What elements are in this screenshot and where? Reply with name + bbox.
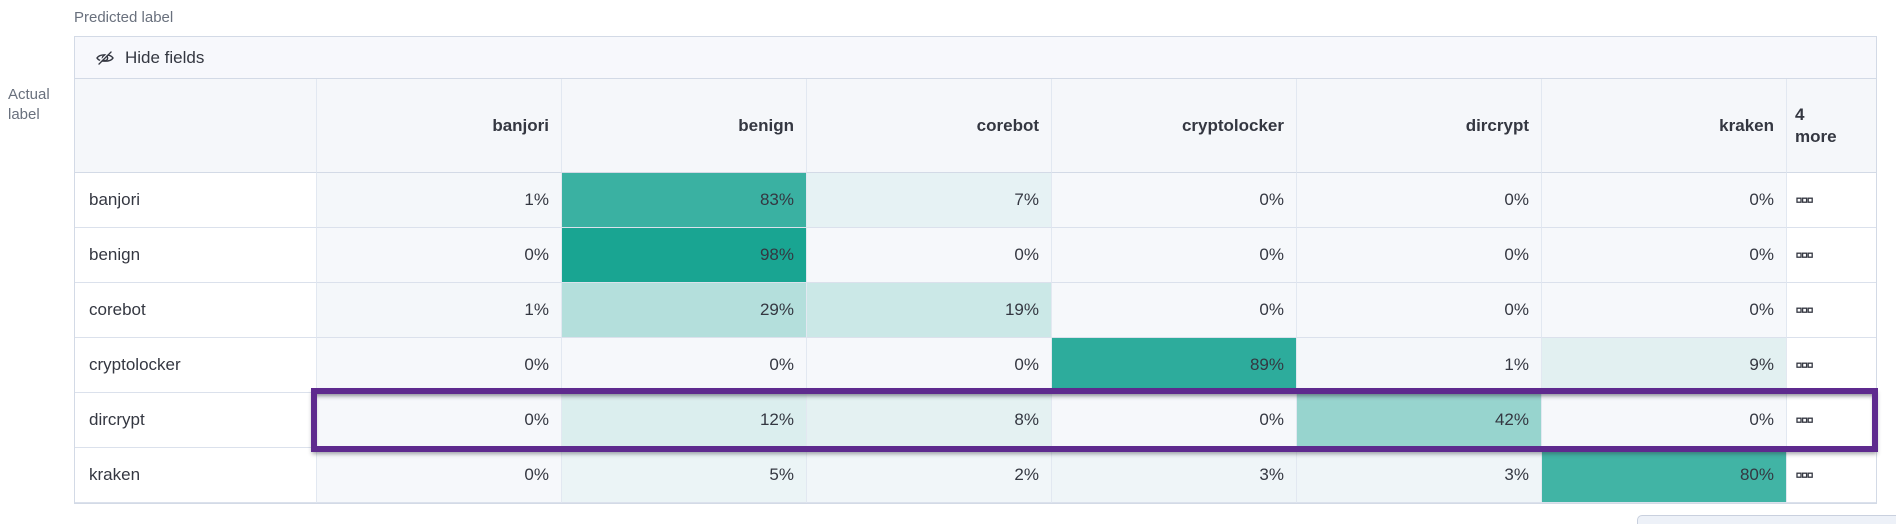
boxes-horizontal-icon bbox=[1796, 197, 1813, 204]
eye-closed-icon bbox=[95, 48, 115, 68]
row-more-actions-dircrypt[interactable] bbox=[1786, 393, 1876, 448]
row-more-actions-benign[interactable] bbox=[1786, 228, 1876, 283]
row-more-actions-cryptolocker[interactable] bbox=[1786, 338, 1876, 393]
matrix-cell-cryptolocker-cryptolocker[interactable]: 89% bbox=[1051, 338, 1296, 393]
boxes-horizontal-icon bbox=[1796, 472, 1813, 479]
confusion-matrix-panel: Hide fields banjori benign corebot cryptolo… bbox=[74, 36, 1878, 504]
row-label-banjori[interactable]: banjori bbox=[75, 173, 316, 228]
matrix-cell-benign-benign[interactable]: 98% bbox=[561, 228, 806, 283]
matrix-cell-dircrypt-cryptolocker[interactable]: 0% bbox=[1051, 393, 1296, 448]
matrix-cell-dircrypt-dircrypt[interactable]: 42% bbox=[1296, 393, 1541, 448]
boxes-horizontal-icon bbox=[1796, 362, 1813, 369]
matrix-cell-benign-banjori[interactable]: 0% bbox=[316, 228, 561, 283]
matrix-cell-kraken-dircrypt[interactable]: 3% bbox=[1296, 448, 1541, 503]
matrix-cell-cryptolocker-corebot[interactable]: 0% bbox=[806, 338, 1051, 393]
matrix-cell-corebot-benign[interactable]: 29% bbox=[561, 283, 806, 338]
matrix-toolbar: Hide fields bbox=[75, 37, 1876, 79]
matrix-cell-cryptolocker-benign[interactable]: 0% bbox=[561, 338, 806, 393]
matrix-cell-banjori-cryptolocker[interactable]: 0% bbox=[1051, 173, 1296, 228]
hide-fields-label: Hide fields bbox=[125, 47, 205, 67]
matrix-cell-benign-corebot[interactable]: 0% bbox=[806, 228, 1051, 283]
matrix-cell-dircrypt-banjori[interactable]: 0% bbox=[316, 393, 561, 448]
matrix-cell-banjori-kraken[interactable]: 0% bbox=[1541, 173, 1786, 228]
matrix-cell-kraken-corebot[interactable]: 2% bbox=[806, 448, 1051, 503]
matrix-cell-kraken-kraken[interactable]: 80% bbox=[1541, 448, 1786, 503]
row-label-cryptolocker[interactable]: cryptolocker bbox=[75, 338, 316, 393]
row-label-kraken[interactable]: kraken bbox=[75, 448, 316, 503]
column-header-benign[interactable]: benign bbox=[561, 79, 806, 173]
column-header-more[interactable]: 4 more bbox=[1786, 79, 1876, 173]
matrix-cell-cryptolocker-kraken[interactable]: 9% bbox=[1541, 338, 1786, 393]
matrix-cell-kraken-cryptolocker[interactable]: 3% bbox=[1051, 448, 1296, 503]
column-header-cryptolocker[interactable]: cryptolocker bbox=[1051, 79, 1296, 173]
matrix-cell-corebot-corebot[interactable]: 19% bbox=[806, 283, 1051, 338]
matrix-cell-dircrypt-benign[interactable]: 12% bbox=[561, 393, 806, 448]
boxes-horizontal-icon bbox=[1796, 307, 1813, 314]
matrix-cell-dircrypt-kraken[interactable]: 0% bbox=[1541, 393, 1786, 448]
matrix-cell-kraken-benign[interactable]: 5% bbox=[561, 448, 806, 503]
boxes-horizontal-icon bbox=[1796, 252, 1813, 259]
matrix-cell-dircrypt-corebot[interactable]: 8% bbox=[806, 393, 1051, 448]
column-header-dircrypt[interactable]: dircrypt bbox=[1296, 79, 1541, 173]
matrix-cell-corebot-kraken[interactable]: 0% bbox=[1541, 283, 1786, 338]
matrix-cell-banjori-corebot[interactable]: 7% bbox=[806, 173, 1051, 228]
matrix-corner-header bbox=[75, 79, 316, 173]
matrix-cell-corebot-dircrypt[interactable]: 0% bbox=[1296, 283, 1541, 338]
row-more-actions-corebot[interactable] bbox=[1786, 283, 1876, 338]
matrix-cell-banjori-benign[interactable]: 83% bbox=[561, 173, 806, 228]
row-label-dircrypt[interactable]: dircrypt bbox=[75, 393, 316, 448]
matrix-cell-benign-kraken[interactable]: 0% bbox=[1541, 228, 1786, 283]
predicted-label-axis-title: Predicted label bbox=[74, 9, 174, 26]
matrix-cell-corebot-cryptolocker[interactable]: 0% bbox=[1051, 283, 1296, 338]
column-header-corebot[interactable]: corebot bbox=[806, 79, 1051, 173]
column-header-banjori[interactable]: banjori bbox=[316, 79, 561, 173]
row-label-corebot[interactable]: corebot bbox=[75, 283, 316, 338]
matrix-cell-banjori-banjori[interactable]: 1% bbox=[316, 173, 561, 228]
matrix-cell-corebot-banjori[interactable]: 1% bbox=[316, 283, 561, 338]
matrix-cell-benign-dircrypt[interactable]: 0% bbox=[1296, 228, 1541, 283]
matrix-cell-cryptolocker-dircrypt[interactable]: 1% bbox=[1296, 338, 1541, 393]
bottom-right-panel-edge bbox=[1637, 515, 1896, 524]
matrix-cell-banjori-dircrypt[interactable]: 0% bbox=[1296, 173, 1541, 228]
matrix-cell-kraken-banjori[interactable]: 0% bbox=[316, 448, 561, 503]
row-label-benign[interactable]: benign bbox=[75, 228, 316, 283]
confusion-matrix-grid: banjori benign corebot cryptolocker dircrypt… bbox=[75, 79, 1876, 503]
actual-label-axis-title: Actual label bbox=[8, 86, 50, 123]
row-more-actions-banjori[interactable] bbox=[1786, 173, 1876, 228]
row-more-actions-kraken[interactable] bbox=[1786, 448, 1876, 503]
boxes-horizontal-icon bbox=[1796, 417, 1813, 424]
hide-fields-button[interactable]: Hide fields bbox=[95, 48, 204, 68]
matrix-cell-cryptolocker-banjori[interactable]: 0% bbox=[316, 338, 561, 393]
matrix-cell-benign-cryptolocker[interactable]: 0% bbox=[1051, 228, 1296, 283]
column-header-kraken[interactable]: kraken bbox=[1541, 79, 1786, 173]
